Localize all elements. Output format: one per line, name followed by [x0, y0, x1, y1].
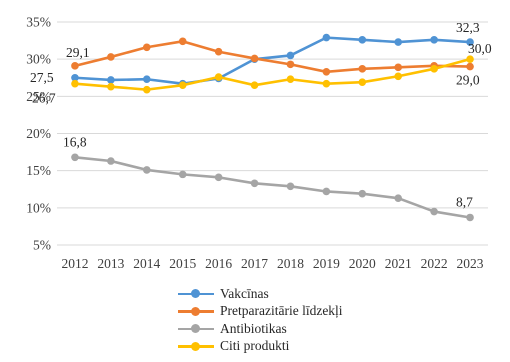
data-point — [107, 76, 115, 84]
legend-item-pretparazitarie: Pretparazitārie līdzekļi — [178, 303, 478, 321]
data-point — [286, 60, 295, 69]
series-line — [74, 155, 471, 219]
x-tick-label: 2020 — [349, 256, 376, 271]
data-point — [107, 82, 115, 91]
legend-swatch — [178, 288, 214, 300]
data-point — [286, 75, 295, 84]
data-point — [286, 182, 295, 191]
data-point — [430, 36, 438, 44]
data-point — [250, 81, 259, 89]
data-point — [430, 207, 438, 216]
data-point — [71, 79, 79, 88]
data-point — [214, 73, 223, 81]
data-label: 29,1 — [66, 45, 90, 60]
data-point — [466, 38, 474, 46]
y-tick-label: 35% — [26, 15, 51, 30]
series-3 — [71, 55, 474, 94]
data-point — [466, 62, 474, 71]
data-point — [358, 189, 367, 198]
data-label: 29,0 — [456, 73, 480, 88]
legend-label: Vakcīnas — [220, 285, 269, 301]
data-point — [322, 68, 331, 76]
data-point — [71, 73, 79, 82]
data-point — [394, 194, 403, 202]
x-tick-label: 2023 — [457, 256, 484, 271]
x-axis-ticks: 2012 2013 2014 2015 2016 2017 2018 2019 2020 2021… — [61, 256, 483, 271]
legend-item-antibiotikas: Antibiotikas — [178, 320, 478, 338]
data-label: 32,3 — [456, 20, 480, 35]
series-line — [74, 40, 471, 74]
data-point — [107, 53, 115, 61]
data-point — [358, 65, 367, 73]
x-tick-label: 2022 — [421, 256, 448, 271]
legend: Vakcīnas Pretparazitārie līdzekļi Antibi… — [178, 285, 478, 355]
legend-swatch — [178, 340, 214, 352]
legend-label: Pretparazitārie līdzekļi — [220, 303, 343, 319]
data-point — [322, 79, 331, 88]
data-point — [394, 63, 403, 72]
data-label: 8,7 — [456, 194, 473, 209]
data-point — [178, 170, 187, 179]
x-tick-label: 2012 — [61, 256, 88, 271]
data-point — [71, 62, 79, 70]
x-tick-label: 2014 — [133, 256, 160, 271]
data-point — [142, 85, 151, 94]
x-tick-label: 2018 — [277, 256, 304, 271]
data-point — [394, 38, 403, 46]
series-lines — [71, 33, 474, 222]
y-tick-label: 10% — [26, 200, 51, 215]
data-point — [142, 75, 151, 84]
data-point — [322, 187, 331, 196]
x-tick-label: 2016 — [205, 256, 232, 271]
x-tick-label: 2015 — [169, 256, 196, 271]
y-axis-ticks: 5% 10% 15% 20% 25% 30% 35% — [26, 15, 51, 253]
data-point — [142, 43, 151, 52]
x-tick-label: 2013 — [97, 256, 124, 271]
data-point — [466, 213, 474, 222]
y-tick-label: 30% — [26, 52, 51, 67]
series-2 — [71, 153, 474, 222]
data-point — [430, 65, 438, 73]
data-point — [71, 153, 79, 162]
legend-item-vakcinas: Vakcīnas — [178, 285, 478, 303]
y-tick-label: 5% — [33, 238, 51, 253]
x-tick-label: 2019 — [313, 256, 340, 271]
gridlines — [57, 21, 488, 246]
data-label: 30,0 — [468, 41, 492, 56]
legend-label: Antibiotikas — [220, 320, 287, 336]
data-point — [107, 157, 115, 165]
legend-swatch — [178, 305, 214, 317]
x-tick-label: 2017 — [241, 256, 268, 271]
data-point — [394, 72, 403, 81]
data-point — [358, 78, 367, 87]
data-point — [214, 47, 223, 56]
data-point — [178, 37, 187, 46]
series-line — [74, 57, 471, 91]
data-point — [178, 81, 187, 89]
data-point — [286, 51, 295, 60]
data-label: 27,5 — [30, 70, 54, 85]
legend-label: Citi produkti — [220, 338, 290, 354]
data-labels: 27,5 32,3 29,1 29,0 16,8 8,7 26,7 30,0 — [30, 20, 492, 209]
series-line — [74, 36, 471, 85]
y-tick-label: 20% — [26, 126, 51, 141]
data-label: 26,7 — [32, 91, 56, 106]
data-point — [322, 33, 331, 42]
data-point — [250, 179, 259, 188]
data-point — [250, 54, 259, 63]
data-point — [466, 55, 474, 63]
series-1 — [71, 37, 474, 76]
data-label: 16,8 — [63, 134, 87, 149]
y-tick-label: 15% — [26, 163, 51, 178]
x-tick-label: 2021 — [385, 256, 412, 271]
data-point — [142, 166, 151, 174]
legend-item-citi-produkti: Citi produkti — [178, 338, 478, 356]
legend-swatch — [178, 323, 214, 335]
data-point — [358, 36, 367, 44]
y-tick-label: 25% — [26, 89, 51, 104]
data-point — [214, 173, 223, 182]
